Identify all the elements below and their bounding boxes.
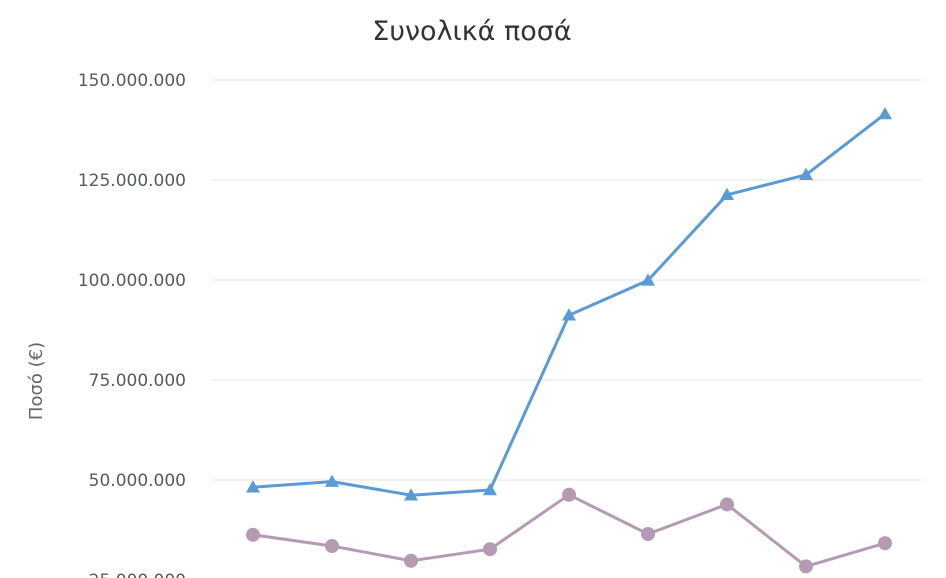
data-point xyxy=(325,539,339,553)
series-line xyxy=(251,493,887,568)
y-tick-label: 50.000.000 xyxy=(89,471,186,491)
series-2 xyxy=(246,487,892,574)
data-point xyxy=(483,542,497,557)
y-tick-label: 125.000.000 xyxy=(78,171,186,191)
data-point xyxy=(562,308,576,321)
data-point xyxy=(878,107,892,120)
series-line xyxy=(251,112,887,497)
series-1 xyxy=(246,107,892,501)
data-point xyxy=(404,553,418,568)
data-point xyxy=(246,480,260,493)
y-tick-label: 100.000.000 xyxy=(78,271,186,291)
data-point xyxy=(562,487,576,502)
data-point xyxy=(878,536,892,551)
gridlines xyxy=(212,79,922,481)
data-point xyxy=(641,527,655,541)
data-point xyxy=(799,167,813,181)
data-point xyxy=(799,559,813,574)
y-tick-label: 150.000.000 xyxy=(78,71,186,91)
y-axis-label: Ποσό (€) xyxy=(26,342,47,420)
y-tick-label: 75.000.000 xyxy=(89,371,186,391)
chart-title: Συνολικά ποσά xyxy=(372,16,571,47)
data-point xyxy=(720,497,734,512)
y-axis-ticks: 150.000.000 125.000.000 100.000.000 75.000.… xyxy=(78,71,186,578)
data-point xyxy=(720,187,734,201)
data-point xyxy=(246,527,260,542)
data-point xyxy=(325,474,339,487)
y-tick-label: 25.000.000 xyxy=(89,571,186,578)
data-point xyxy=(404,488,418,501)
data-point xyxy=(483,483,497,496)
data-point xyxy=(641,273,655,286)
series-group xyxy=(246,107,892,574)
